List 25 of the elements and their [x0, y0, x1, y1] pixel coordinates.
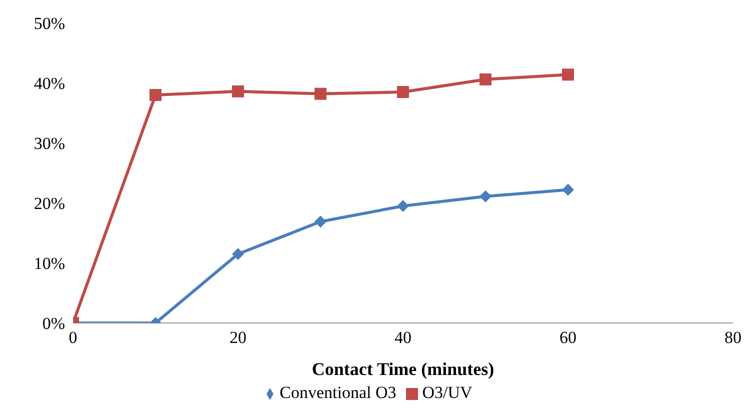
- x-tick-label: 80: [724, 328, 742, 348]
- y-tick-label: 0%: [42, 314, 65, 334]
- x-tick-label: 60: [560, 328, 576, 348]
- point: [150, 89, 162, 101]
- point: [397, 86, 409, 98]
- x-tick-label: 0: [68, 328, 78, 348]
- y-tick-label: 50%: [34, 14, 65, 34]
- y-tick-label: 30%: [34, 134, 65, 154]
- x-tick-label: 20: [230, 328, 246, 348]
- point: [314, 216, 326, 228]
- point: [562, 68, 574, 81]
- point: [397, 200, 409, 212]
- x-tick-label: 40: [394, 328, 412, 348]
- legend-label: Conventional O3: [280, 383, 396, 402]
- point: [232, 85, 244, 98]
- y-tick-label: 10%: [34, 254, 65, 274]
- x-axis-title: Contact Time (minutes): [312, 359, 494, 379]
- point: [480, 190, 492, 202]
- legend-label: O3/UV: [422, 383, 472, 402]
- point: [480, 73, 492, 86]
- y-tick-label: 20%: [34, 194, 65, 214]
- point: [314, 88, 326, 100]
- point: [232, 248, 244, 260]
- y-tick-label: 40%: [34, 74, 65, 94]
- point: [562, 184, 574, 196]
